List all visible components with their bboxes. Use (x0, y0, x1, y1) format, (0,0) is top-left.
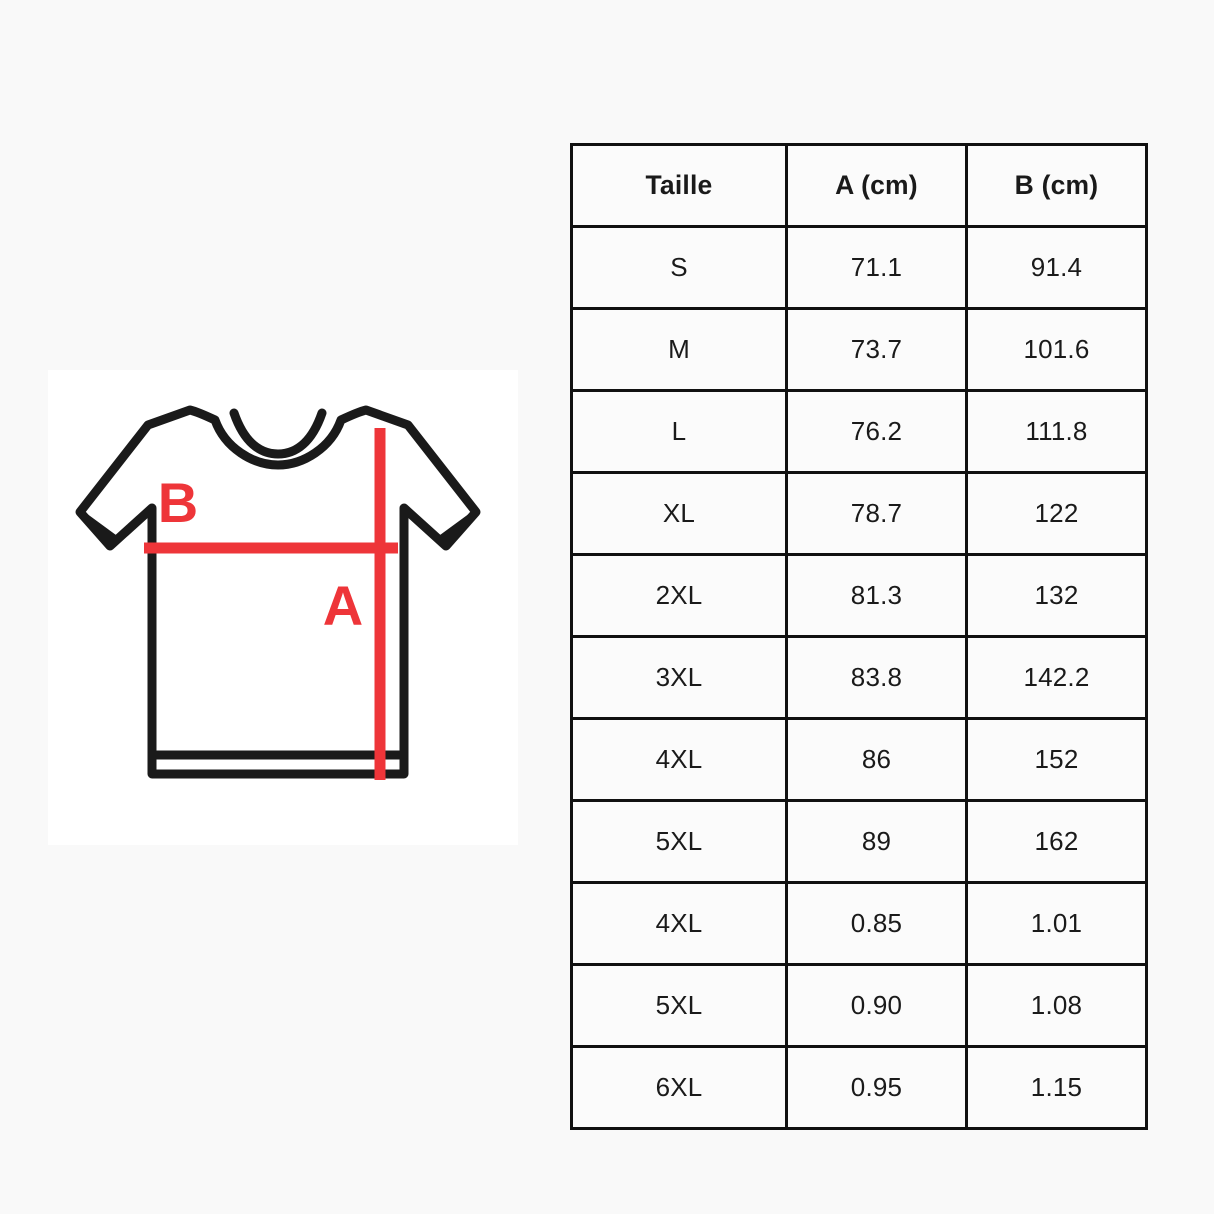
tshirt-body-outline (75, 405, 481, 779)
cell-b: 152 (965, 717, 1148, 802)
cell-b: 1.01 (965, 881, 1148, 966)
cell-b: 91.4 (965, 225, 1148, 310)
cell-a: 81.3 (785, 553, 968, 638)
table-row: 4XL 0.85 1.01 (570, 881, 1148, 966)
cell-b: 142.2 (965, 635, 1148, 720)
cell-a: 0.85 (785, 881, 968, 966)
cell-b: 1.15 (965, 1045, 1148, 1130)
cell-a: 78.7 (785, 471, 968, 556)
cell-a: 73.7 (785, 307, 968, 392)
cell-size: 4XL (570, 717, 788, 802)
cell-size: L (570, 389, 788, 474)
table-row: XL 78.7 122 (570, 471, 1148, 556)
table-row: 5XL 89 162 (570, 799, 1148, 884)
cell-b: 101.6 (965, 307, 1148, 392)
cell-size: 3XL (570, 635, 788, 720)
column-header-b: B (cm) (965, 143, 1148, 228)
table-row: 3XL 83.8 142.2 (570, 635, 1148, 720)
table-row: 5XL 0.90 1.08 (570, 963, 1148, 1048)
table-row: 6XL 0.95 1.15 (570, 1045, 1148, 1130)
tshirt-left-cuff-line (82, 514, 120, 544)
tshirt-diagram-panel: B A (48, 370, 518, 845)
tshirt-icon: B A (75, 405, 481, 780)
cell-size: 4XL (570, 881, 788, 966)
cell-b: 132 (965, 553, 1148, 638)
measure-label-b: B (158, 471, 198, 534)
cell-size: M (570, 307, 788, 392)
cell-a: 71.1 (785, 225, 968, 310)
cell-b: 111.8 (965, 389, 1148, 474)
table-row: M 73.7 101.6 (570, 307, 1148, 392)
cell-size: 6XL (570, 1045, 788, 1130)
size-table: Taille A (cm) B (cm) S 71.1 91.4 M 73.7 101.6… (570, 143, 1148, 1130)
cell-a: 89 (785, 799, 968, 884)
table-row: 2XL 81.3 132 (570, 553, 1148, 638)
table-header-row: Taille A (cm) B (cm) (570, 143, 1148, 228)
cell-size: 5XL (570, 963, 788, 1048)
cell-b: 122 (965, 471, 1148, 556)
table-row: 4XL 86 152 (570, 717, 1148, 802)
cell-size: S (570, 225, 788, 310)
measure-label-a: A (323, 574, 363, 637)
tshirt-collar-band (229, 408, 327, 459)
cell-a: 0.90 (785, 963, 968, 1048)
cell-size: 2XL (570, 553, 788, 638)
cell-b: 162 (965, 799, 1148, 884)
tshirt-right-cuff-line (436, 514, 474, 544)
table-row: L 76.2 111.8 (570, 389, 1148, 474)
column-header-a: A (cm) (785, 143, 968, 228)
cell-a: 0.95 (785, 1045, 968, 1130)
cell-size: 5XL (570, 799, 788, 884)
table-row: S 71.1 91.4 (570, 225, 1148, 310)
size-table-body: S 71.1 91.4 M 73.7 101.6 L 76.2 111.8 XL 78.7 122 2X… (570, 225, 1148, 1130)
cell-a: 86 (785, 717, 968, 802)
cell-size: XL (570, 471, 788, 556)
size-table-header: Taille A (cm) B (cm) (570, 143, 1148, 228)
cell-a: 76.2 (785, 389, 968, 474)
cell-a: 83.8 (785, 635, 968, 720)
column-header-size: Taille (570, 143, 788, 228)
size-table-container: Taille A (cm) B (cm) S 71.1 91.4 M 73.7 101.6… (570, 143, 1148, 1130)
cell-b: 1.08 (965, 963, 1148, 1048)
